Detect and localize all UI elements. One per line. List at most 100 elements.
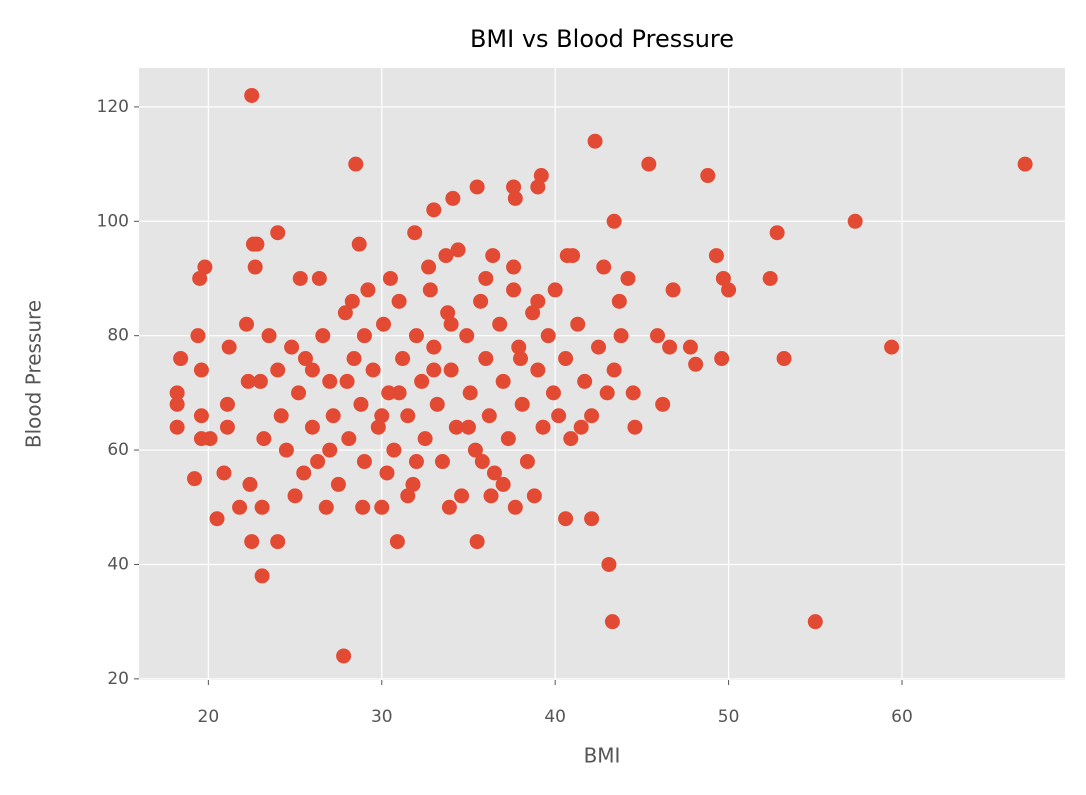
- point: [606, 213, 622, 229]
- point: [297, 351, 313, 367]
- point: [348, 156, 364, 172]
- point: [252, 373, 268, 389]
- point: [242, 476, 258, 492]
- x-tick-label: 50: [718, 707, 740, 727]
- point: [322, 442, 338, 458]
- point: [700, 168, 716, 184]
- point: [304, 362, 320, 378]
- point: [884, 339, 900, 355]
- point: [370, 419, 386, 435]
- point: [459, 328, 475, 344]
- y-tick-label: 120: [97, 97, 129, 117]
- point: [408, 328, 424, 344]
- point: [506, 179, 522, 195]
- point: [530, 293, 546, 309]
- point: [261, 328, 277, 344]
- point: [291, 385, 307, 401]
- y-tick-label: 60: [107, 440, 129, 460]
- point: [481, 408, 497, 424]
- point: [469, 179, 485, 195]
- point: [193, 362, 209, 378]
- point: [169, 385, 185, 401]
- point: [715, 270, 731, 286]
- y-tick-label: 80: [107, 326, 129, 346]
- point: [356, 454, 372, 470]
- point: [356, 328, 372, 344]
- point: [400, 488, 416, 504]
- point: [462, 385, 478, 401]
- x-tick-label: 20: [198, 707, 220, 727]
- point: [533, 168, 549, 184]
- point: [311, 270, 327, 286]
- point: [278, 442, 294, 458]
- point: [296, 465, 312, 481]
- point: [604, 614, 620, 630]
- point: [256, 431, 272, 447]
- point: [573, 419, 589, 435]
- point: [530, 179, 546, 195]
- point: [495, 476, 511, 492]
- point: [486, 465, 502, 481]
- point: [649, 328, 665, 344]
- point: [169, 396, 185, 412]
- plot-area: [139, 68, 1065, 680]
- point: [421, 259, 437, 275]
- point: [249, 236, 265, 252]
- point: [315, 328, 331, 344]
- point: [769, 225, 785, 241]
- point: [558, 351, 574, 367]
- point: [559, 248, 575, 264]
- point: [495, 373, 511, 389]
- point: [511, 339, 527, 355]
- point: [641, 156, 657, 172]
- point: [247, 259, 263, 275]
- point: [360, 282, 376, 298]
- point: [355, 499, 371, 515]
- x-tick-label: 60: [891, 707, 913, 727]
- point: [240, 373, 256, 389]
- point: [688, 356, 704, 372]
- point: [655, 396, 671, 412]
- point: [379, 465, 395, 481]
- point: [570, 316, 586, 332]
- point: [374, 499, 390, 515]
- x-tick-label: 40: [544, 707, 566, 727]
- point: [514, 396, 530, 412]
- point: [434, 454, 450, 470]
- point: [389, 534, 405, 550]
- point: [365, 362, 381, 378]
- x-tick-label: 30: [371, 707, 393, 727]
- point: [273, 408, 289, 424]
- point: [443, 362, 459, 378]
- point: [506, 282, 522, 298]
- point: [391, 293, 407, 309]
- point: [627, 419, 643, 435]
- y-tick-label: 20: [107, 669, 129, 689]
- point: [244, 87, 260, 103]
- point: [460, 419, 476, 435]
- point: [287, 488, 303, 504]
- point: [221, 339, 237, 355]
- point: [429, 396, 445, 412]
- point: [219, 419, 235, 435]
- point: [620, 270, 636, 286]
- point: [492, 316, 508, 332]
- point: [551, 408, 567, 424]
- point: [478, 270, 494, 286]
- point: [807, 614, 823, 630]
- point: [599, 385, 615, 401]
- point: [426, 362, 442, 378]
- point: [284, 339, 300, 355]
- point: [426, 202, 442, 218]
- point: [441, 499, 457, 515]
- point: [1017, 156, 1033, 172]
- point: [483, 488, 499, 504]
- chart-title: BMI vs Blood Pressure: [470, 25, 734, 53]
- point: [708, 248, 724, 264]
- point: [762, 270, 778, 286]
- point: [254, 568, 270, 584]
- y-axis-label: Blood Pressure: [22, 300, 46, 448]
- point: [577, 373, 593, 389]
- point: [339, 373, 355, 389]
- point: [662, 339, 678, 355]
